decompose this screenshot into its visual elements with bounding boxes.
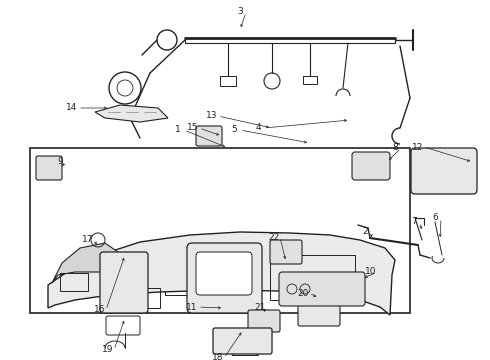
Text: 20: 20 — [297, 288, 309, 297]
Text: 15: 15 — [187, 123, 199, 132]
Text: 17: 17 — [82, 235, 94, 244]
FancyBboxPatch shape — [279, 272, 365, 306]
Text: 2: 2 — [362, 228, 368, 237]
Text: 12: 12 — [412, 143, 424, 152]
Text: 8: 8 — [392, 144, 398, 153]
Bar — [30, 148, 410, 313]
FancyBboxPatch shape — [270, 240, 302, 264]
Bar — [220, 76, 236, 86]
Text: 5: 5 — [231, 126, 237, 135]
Bar — [100, 288, 160, 308]
Text: 19: 19 — [102, 346, 114, 355]
Bar — [60, 273, 88, 291]
Text: 1: 1 — [175, 126, 181, 135]
Circle shape — [202, 134, 206, 138]
Text: 9: 9 — [57, 158, 63, 166]
FancyBboxPatch shape — [248, 310, 280, 332]
Text: 14: 14 — [66, 104, 78, 112]
Text: 22: 22 — [269, 233, 280, 242]
FancyBboxPatch shape — [352, 152, 390, 180]
FancyBboxPatch shape — [411, 148, 477, 194]
Text: 16: 16 — [94, 306, 106, 315]
FancyBboxPatch shape — [196, 126, 222, 146]
Circle shape — [214, 134, 218, 138]
Text: 13: 13 — [206, 112, 218, 121]
Polygon shape — [48, 232, 395, 315]
Text: 6: 6 — [432, 213, 438, 222]
Polygon shape — [95, 105, 168, 122]
Text: 21: 21 — [254, 302, 266, 311]
Text: 4: 4 — [255, 123, 261, 132]
Polygon shape — [52, 243, 118, 283]
FancyBboxPatch shape — [196, 252, 252, 295]
Bar — [303, 76, 317, 84]
FancyBboxPatch shape — [187, 243, 262, 313]
FancyBboxPatch shape — [100, 252, 148, 313]
Circle shape — [208, 134, 212, 138]
FancyBboxPatch shape — [213, 328, 272, 354]
Text: 3: 3 — [237, 8, 243, 17]
Bar — [270, 255, 355, 300]
FancyBboxPatch shape — [298, 296, 340, 326]
Text: 7: 7 — [411, 217, 417, 226]
Text: 11: 11 — [186, 302, 198, 311]
Text: 10: 10 — [365, 267, 377, 276]
Text: 18: 18 — [212, 354, 224, 360]
FancyBboxPatch shape — [36, 156, 62, 180]
